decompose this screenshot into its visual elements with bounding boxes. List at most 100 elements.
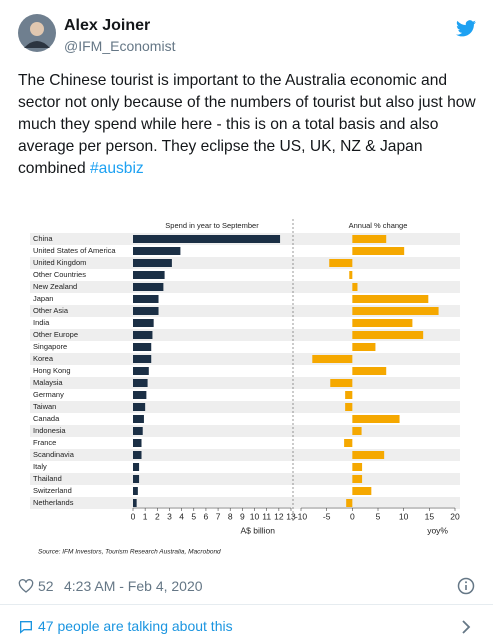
x-axis-label: yoy% [427,525,448,535]
category-label: United States of America [33,246,116,255]
bar [133,499,137,507]
row-stripe [30,497,460,509]
bar [330,379,353,387]
chart-title: Annual % change [349,221,408,230]
bar [352,487,372,495]
bar [352,295,429,303]
bar [352,463,363,471]
category-label: Netherlands [33,498,74,507]
chart-title: Spend in year to September [165,221,259,230]
bar [133,427,143,435]
x-tick-label: -10 [295,511,308,521]
x-tick-label: 11 [262,511,271,521]
x-tick-label: 5 [191,511,196,521]
bar [352,331,424,339]
bar [352,307,439,315]
conversation-link[interactable]: 47 people are talking about this [38,618,233,634]
category-label: Hong Kong [33,366,71,375]
category-label: Other Countries [33,270,86,279]
bar [352,451,385,459]
bar [133,415,144,423]
bar [133,247,181,255]
timestamp[interactable]: 4:23 AM - Feb 4, 2020 [64,578,203,594]
x-tick-label: 1 [143,511,148,521]
x-tick-label: -5 [323,511,331,521]
category-label: Germany [33,390,64,399]
bar [133,403,146,411]
user-name[interactable]: Alex Joiner [64,17,151,34]
category-label: Indonesia [33,426,66,435]
bar [352,343,376,351]
x-tick-label: 9 [240,511,245,521]
bar [352,367,387,375]
category-label: Scandinavia [33,450,75,459]
bar [133,259,172,267]
row-stripe [30,353,460,365]
category-label: Other Asia [33,306,69,315]
source-note: Source: IFM Investors, Tourism Research … [38,549,221,556]
row-stripe [30,401,460,413]
chevron[interactable] [460,619,472,635]
x-tick-label: 15 [425,511,435,521]
x-tick-label: 12 [274,511,284,521]
twitter-logo[interactable] [456,20,476,37]
info-icon[interactable] [457,577,475,595]
bar [312,355,353,363]
bar [133,295,159,303]
row-stripe [30,377,460,389]
chart-image: China United States of America United King… [20,205,475,565]
bar [133,451,142,459]
tweet-body: The Chinese tourist is important to the … [18,72,476,177]
bar [133,391,147,399]
bar [329,259,353,267]
x-tick-label: 20 [450,511,460,521]
category-label: France [33,438,56,447]
hashtag[interactable]: #ausbiz [89,160,144,177]
category-label: Italy [33,462,47,471]
x-tick-label: 5 [376,511,381,521]
category-label: China [33,234,53,243]
bar [352,247,405,255]
bar [352,319,413,327]
category-label: United Kingdom [33,258,86,267]
bar [352,415,400,423]
bar [133,331,153,339]
x-tick-label: 3 [167,511,172,521]
bar [346,499,353,507]
bar [345,391,353,399]
row-stripe [30,473,460,485]
bar [133,439,142,447]
bar [349,271,353,279]
x-tick-label: 13 [286,511,296,521]
category-label: Taiwan [33,402,56,411]
row-stripe [30,425,460,437]
user-handle[interactable]: @IFM_Economist [64,38,176,54]
bar [133,475,140,483]
bar [133,367,149,375]
category-label: Thailand [33,474,62,483]
bar [133,343,152,351]
category-label: New Zealand [33,282,77,291]
x-tick-label: 4 [179,511,184,521]
x-tick-label: 2 [155,511,160,521]
row-stripe [30,449,460,461]
x-tick-label: 8 [228,511,233,521]
tweet-text: The Chinese tourist is important to the … [18,70,478,180]
x-axis-label: A$ billion [241,525,276,535]
like-icon[interactable] [18,578,34,594]
category-label: Other Europe [33,330,78,339]
x-tick-label: 10 [250,511,260,521]
bar [352,283,358,291]
bar [133,235,281,243]
category-label: Korea [33,354,54,363]
bar [133,271,165,279]
x-tick-label: 7 [216,511,221,521]
like-count[interactable]: 52 [38,578,54,594]
avatar[interactable] [18,14,56,52]
comment-icon [20,621,32,634]
category-label: Singapore [33,342,67,351]
category-label: Malaysia [33,378,63,387]
category-label: Switzerland [33,486,72,495]
category-label: Japan [33,294,53,303]
